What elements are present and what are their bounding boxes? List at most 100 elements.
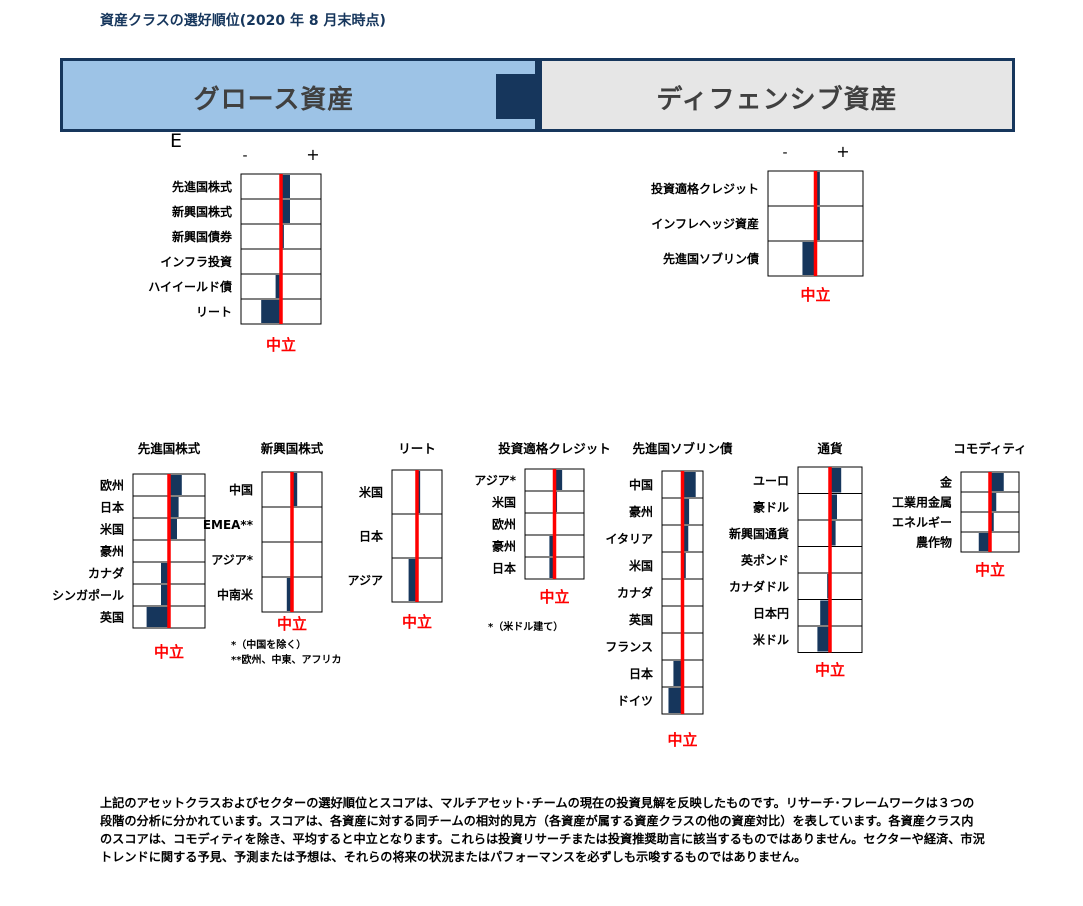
- neutral-label: 中立: [800, 286, 830, 304]
- score-bar: [161, 563, 169, 583]
- chart-title: リート: [398, 441, 436, 456]
- neutral-label: 中立: [266, 336, 296, 354]
- score-bar: [815, 172, 820, 205]
- category-label: EMEA**: [203, 518, 254, 532]
- neutral-label: 中立: [815, 661, 845, 679]
- neutral-label: 中立: [975, 561, 1005, 579]
- category-label: 欧州: [100, 478, 124, 493]
- category-label: 金: [939, 475, 953, 490]
- score-bar: [990, 513, 994, 531]
- category-label: インフラ投資: [160, 254, 232, 269]
- growth-assets-label: グロース資産: [193, 85, 355, 115]
- plus-label: +: [836, 142, 849, 161]
- score-bar: [830, 494, 837, 519]
- category-label: ハイイールド債: [148, 279, 232, 294]
- score-bar: [286, 578, 292, 611]
- category-label: 豪ドル: [753, 499, 789, 514]
- score-bar: [281, 175, 290, 198]
- category-label: 中国: [229, 482, 253, 497]
- score-bar: [817, 627, 830, 652]
- category-label: 米国: [100, 522, 124, 537]
- score-bar: [682, 472, 696, 497]
- category-label: イタリア: [605, 532, 653, 546]
- score-bar: [990, 493, 997, 511]
- category-label: 英国: [629, 612, 653, 627]
- score-bar: [830, 468, 842, 493]
- score-bar: [830, 521, 836, 546]
- score-bar: [169, 519, 177, 539]
- category-label: リート: [196, 305, 232, 319]
- chart-title: 新興国株式: [261, 441, 324, 456]
- banner-marker: [496, 74, 536, 119]
- minus-label: -: [242, 148, 247, 164]
- category-label: 日本: [492, 561, 516, 576]
- category-label: アジア*: [474, 474, 517, 488]
- category-label: 米国: [492, 495, 516, 510]
- score-bar: [275, 275, 281, 298]
- category-label: カナダ: [617, 585, 653, 600]
- category-label: 新興国債券: [172, 229, 233, 244]
- score-bar: [549, 536, 555, 556]
- chart-title: 先進国株式: [138, 441, 201, 456]
- category-label: 米国: [359, 485, 383, 500]
- neutral-label: 中立: [154, 643, 184, 661]
- category-label: 日本: [100, 500, 124, 515]
- category-label: エネルギー: [892, 515, 952, 530]
- category-label: ユーロ: [753, 474, 789, 488]
- minus-label: -: [782, 145, 787, 161]
- chart-title: コモディティ: [953, 441, 1026, 456]
- score-bar: [554, 470, 563, 490]
- category-label: 工業用金属: [892, 495, 952, 510]
- category-label: シンガポール: [52, 588, 124, 603]
- plus-label: +: [306, 145, 319, 164]
- score-bar: [169, 475, 182, 495]
- category-label: アジア: [347, 574, 383, 588]
- category-label: 豪州: [629, 504, 653, 519]
- category-label: カナダドル: [729, 579, 789, 594]
- category-label: 先進国株式: [172, 179, 232, 194]
- score-bar: [261, 300, 281, 323]
- growth-assets-banner: グロース資産: [60, 58, 538, 132]
- category-label: 豪州: [100, 544, 124, 559]
- neutral-label: 中立: [667, 731, 697, 749]
- stray-character: E: [170, 130, 183, 152]
- category-label: 農作物: [916, 535, 952, 550]
- neutral-label: 中立: [277, 615, 307, 633]
- score-bar: [802, 242, 816, 275]
- score-bar: [161, 585, 169, 605]
- score-bar: [281, 200, 290, 223]
- chart-title: 先進国ソブリン債: [632, 441, 733, 456]
- category-label: 米国: [629, 558, 653, 573]
- score-bar: [668, 688, 683, 713]
- score-bar: [169, 497, 179, 517]
- score-bar: [408, 559, 417, 601]
- defensive-assets-banner: ディフェンシブ資産: [538, 58, 1015, 132]
- score-bar: [673, 661, 683, 686]
- category-label: 米ドル: [753, 632, 789, 647]
- category-label: 日本: [359, 529, 383, 544]
- category-label: 日本: [629, 666, 653, 681]
- category-label: 日本円: [753, 605, 789, 620]
- footnote-usd: *（米ドル建て）: [488, 622, 564, 633]
- footnote-emea: **欧州、中東、アフリカ: [231, 655, 342, 666]
- category-label: 中南米: [217, 587, 254, 602]
- category-label: カナダ: [88, 566, 124, 581]
- score-bar: [820, 600, 830, 625]
- page-title: 資産クラスの選好順位(2020 年 8 月末時点): [100, 13, 386, 29]
- disclaimer-text: 上記のアセットクラスおよびセクターの選好順位とスコアは、マルチアセット･チームの…: [100, 796, 985, 864]
- category-label: インフレヘッジ資産: [651, 216, 759, 231]
- score-bar: [682, 499, 690, 524]
- neutral-label: 中立: [539, 588, 569, 606]
- score-bar: [682, 526, 689, 551]
- category-label: 欧州: [492, 517, 516, 532]
- score-bar: [292, 473, 298, 506]
- category-label: 英国: [100, 610, 124, 625]
- footnote-em-china: *（中国を除く）: [231, 640, 307, 651]
- neutral-label: 中立: [402, 613, 432, 631]
- score-bar: [815, 207, 820, 240]
- category-label: 英ポンド: [741, 552, 789, 567]
- category-label: フランス: [605, 640, 653, 654]
- defensive-assets-label: ディフェンシブ資産: [656, 85, 898, 115]
- category-label: 新興国株式: [172, 204, 232, 219]
